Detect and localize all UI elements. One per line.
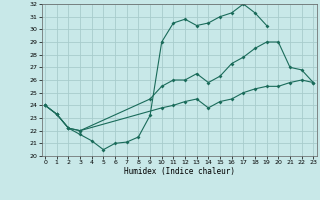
X-axis label: Humidex (Indice chaleur): Humidex (Indice chaleur) — [124, 167, 235, 176]
